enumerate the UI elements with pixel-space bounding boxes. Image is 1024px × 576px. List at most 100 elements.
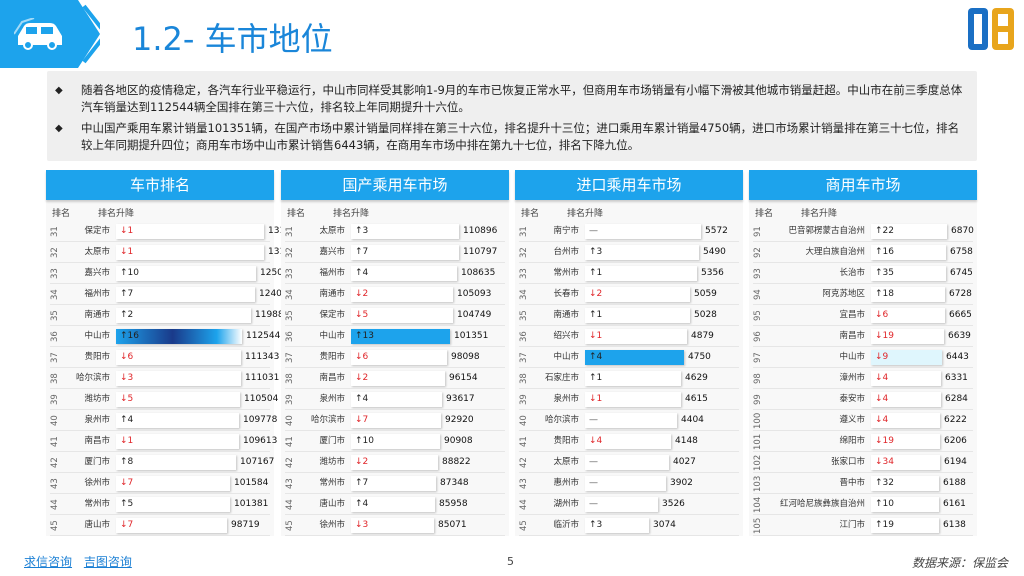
column-header-rank: 排名	[755, 209, 774, 219]
page-title: 1.2- 车市地位	[132, 20, 333, 58]
row-rank-change: ↓5	[355, 310, 369, 320]
row-divider	[285, 493, 505, 494]
table-row: 96 南昌市 ↓19 6639	[749, 326, 977, 347]
table-row: 38 南昌市 ↓2 96154	[281, 368, 509, 389]
table-row: 40 哈尔滨市 ↓7 92920	[281, 410, 509, 431]
row-rank-change: ↑19	[875, 520, 894, 530]
row-rank-change: —	[589, 415, 598, 425]
row-value: 105093	[457, 289, 492, 299]
row-city: 临沂市	[553, 520, 579, 530]
value-bar	[116, 245, 264, 260]
value-bar	[116, 455, 236, 470]
value-bar	[871, 497, 939, 512]
row-city: 中山市	[319, 331, 345, 341]
row-rank-change: ↑10	[355, 436, 374, 446]
diamond-bullet-icon: ◆	[55, 123, 63, 134]
row-value: 6138	[943, 520, 966, 530]
column-header-rank: 排名	[521, 209, 540, 219]
header: 1.2- 车市地位	[0, 0, 1024, 68]
row-city: 中山市	[553, 352, 579, 362]
table-row: 35 南通市 ↑2 119880	[46, 305, 289, 326]
row-rank: 34	[285, 289, 295, 300]
value-bar	[585, 245, 699, 260]
value-bar	[116, 518, 227, 533]
data-source: 数据来源：保监会	[911, 556, 1008, 570]
row-divider	[753, 241, 973, 242]
value-bar	[871, 266, 946, 281]
row-rank: 44	[519, 499, 529, 510]
table-row: 44 唐山市 ↑4 85958	[281, 494, 509, 515]
value-bar	[871, 476, 939, 491]
row-divider	[753, 451, 973, 452]
row-rank-change: ↑4	[589, 352, 603, 362]
value-bar	[585, 497, 658, 512]
description-paragraph: ◆ 中山国产乘用车累计销量101351辆，在国产市场中累计销量同样排在第三十六位…	[55, 121, 960, 152]
row-city: 南宁市	[553, 226, 579, 236]
row-divider	[50, 451, 270, 452]
row-value: 6331	[945, 373, 968, 383]
row-city: 潍坊市	[84, 394, 110, 404]
value-bar	[351, 392, 442, 407]
value-bar	[585, 392, 681, 407]
row-divider	[50, 514, 270, 515]
row-value: 125033	[260, 268, 295, 278]
row-city: 贵阳市	[84, 352, 110, 362]
table-row: 44 常州市 ↑5 101381	[46, 494, 274, 515]
row-rank-change: ↑7	[355, 247, 369, 257]
table-domestic-passenger: 国产乘用车市场 排名 排名升降 31 太原市 ↑3 110896 32 嘉兴市 ↑7 110797 3…	[281, 170, 509, 536]
footer-link-jitu[interactable]: 吉图咨询	[83, 555, 132, 569]
row-rank-change: ↑35	[875, 268, 894, 278]
row-rank-change: ↓34	[875, 457, 894, 467]
row-rank-change: ↓7	[120, 520, 134, 530]
row-value: 5572	[705, 226, 728, 236]
row-divider	[50, 325, 270, 326]
table-row: 43 常州市 ↑7 87348	[281, 473, 509, 494]
table-row: 45 临沂市 ↑3 3074	[515, 515, 743, 536]
row-rank: 33	[50, 268, 60, 279]
row-value: 4027	[673, 457, 696, 467]
row-value: 98719	[231, 520, 260, 530]
row-city: 晋中市	[839, 478, 865, 488]
row-value: 6758	[950, 247, 973, 257]
row-value: 4879	[691, 331, 714, 341]
footer-link-qiuxin[interactable]: 求信咨询	[24, 555, 73, 569]
row-rank-change: ↑4	[355, 268, 369, 278]
table-row: 104 红河哈尼族彝族自治州 ↑10 6161	[749, 494, 977, 515]
row-value: 3902	[670, 478, 693, 488]
row-rank: 102	[753, 454, 763, 471]
row-value: 4148	[675, 436, 698, 446]
value-bar	[871, 245, 946, 260]
row-divider	[519, 262, 739, 263]
row-rank-change: ↑16	[875, 247, 894, 257]
value-bar	[585, 518, 649, 533]
row-value: 88822	[442, 457, 471, 467]
row-value: 6161	[943, 499, 966, 509]
row-rank: 43	[519, 478, 529, 489]
row-city: 常州市	[553, 268, 579, 278]
row-rank-change: ↓9	[875, 352, 889, 362]
row-value: 6194	[944, 457, 967, 467]
table-title: 商用车市场	[749, 170, 977, 200]
table-row: 39 潍坊市 ↓5 110504	[46, 389, 278, 410]
row-rank: 32	[519, 247, 529, 258]
row-rank: 38	[519, 373, 529, 384]
value-bar	[585, 371, 681, 386]
description-panel: ◆ 随着各地区的疫情稳定，各汽车行业平稳运行，中山市同样受其影响1-9月的车市已…	[47, 71, 977, 161]
row-rank-change: ↓4	[589, 436, 603, 446]
row-rank-change: —	[589, 478, 598, 488]
row-rank-change: ↑7	[355, 478, 369, 488]
row-rank: 40	[285, 415, 295, 426]
row-divider	[285, 514, 505, 515]
row-rank-change: ↑10	[120, 268, 139, 278]
row-value: 109613	[243, 436, 278, 446]
value-bar	[351, 371, 445, 386]
row-city: 徐州市	[84, 478, 110, 488]
row-city: 石家庄市	[544, 373, 579, 383]
row-rank: 95	[753, 310, 763, 321]
row-rank: 34	[50, 289, 60, 300]
table-row: 41 南昌市 ↓1 109613	[46, 431, 278, 452]
row-divider	[753, 283, 973, 284]
row-city: 泰安市	[839, 394, 865, 404]
value-bar	[116, 287, 255, 302]
table-row: 37 中山市 ↑4 4750	[515, 347, 743, 368]
